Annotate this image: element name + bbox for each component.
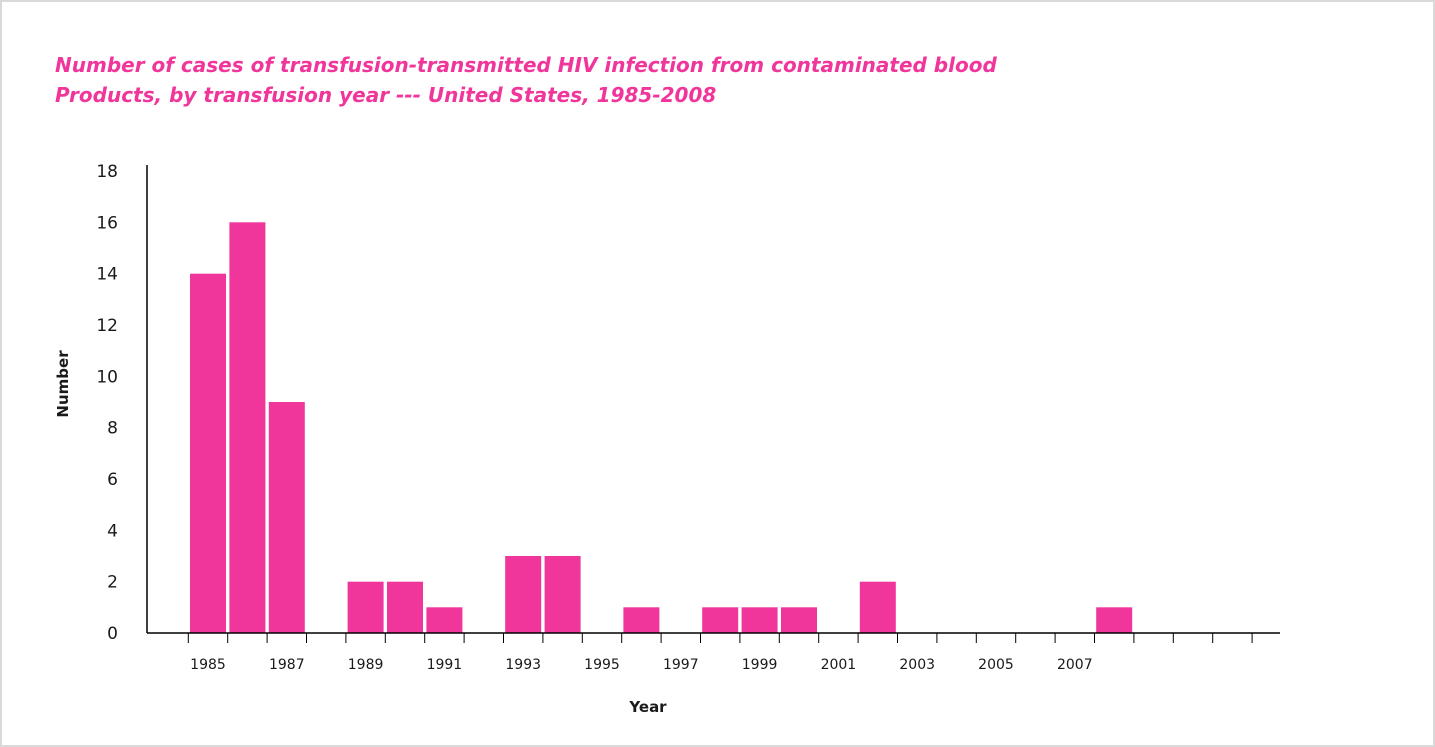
bar-1989 (347, 581, 384, 633)
x-tick-label-1991: 1991 (427, 657, 463, 673)
chart-title: Number of cases of transfusion-transmitt… (55, 50, 1155, 110)
chart-title-line-2: Products, by transfusion year --- United… (55, 83, 717, 107)
y-tick-label-16: 16 (96, 213, 118, 233)
y-tick-label-4: 4 (107, 521, 118, 541)
bar-1998 (702, 607, 739, 633)
x-tick-label-2001: 2001 (821, 657, 857, 673)
chart-title-line-1: Number of cases of transfusion-transmitt… (55, 53, 997, 77)
x-tick-label-2003: 2003 (899, 657, 935, 673)
y-tick-label-6: 6 (107, 470, 118, 490)
bar-1993 (505, 556, 542, 633)
bar-1994 (544, 556, 581, 633)
bar-1990 (387, 581, 423, 633)
bar-1996 (623, 607, 660, 633)
y-tick-label-0: 0 (107, 624, 118, 644)
y-tick-label-10: 10 (96, 367, 118, 387)
x-tick-label-1997: 1997 (663, 657, 699, 673)
y-tick-label-18: 18 (96, 162, 118, 182)
y-tick-label-14: 14 (96, 265, 118, 285)
x-tick-label-2007: 2007 (1057, 657, 1093, 673)
x-tick-label-1995: 1995 (584, 657, 620, 673)
x-tick-label-1985: 1985 (190, 657, 226, 673)
x-tick-label-1989: 1989 (348, 657, 384, 673)
bar-1987 (268, 402, 305, 633)
x-tick-label-1999: 1999 (742, 657, 778, 673)
bar-2000 (781, 607, 817, 633)
bar-1991 (426, 607, 463, 633)
bar-1999 (741, 607, 778, 633)
x-tick-label-2005: 2005 (978, 657, 1014, 673)
bar-2002 (859, 581, 896, 633)
x-tick-label-1987: 1987 (269, 657, 305, 673)
bar-2008 (1096, 607, 1133, 633)
y-tick-label-2: 2 (107, 573, 118, 593)
x-tick-label-1993: 1993 (505, 657, 541, 673)
bar-1985 (190, 273, 226, 633)
bar-1986 (229, 222, 266, 634)
y-tick-label-12: 12 (96, 316, 118, 336)
y-axis-title: Number (54, 350, 72, 418)
x-axis-title: Year (628, 698, 667, 716)
y-tick-label-8: 8 (107, 419, 118, 439)
